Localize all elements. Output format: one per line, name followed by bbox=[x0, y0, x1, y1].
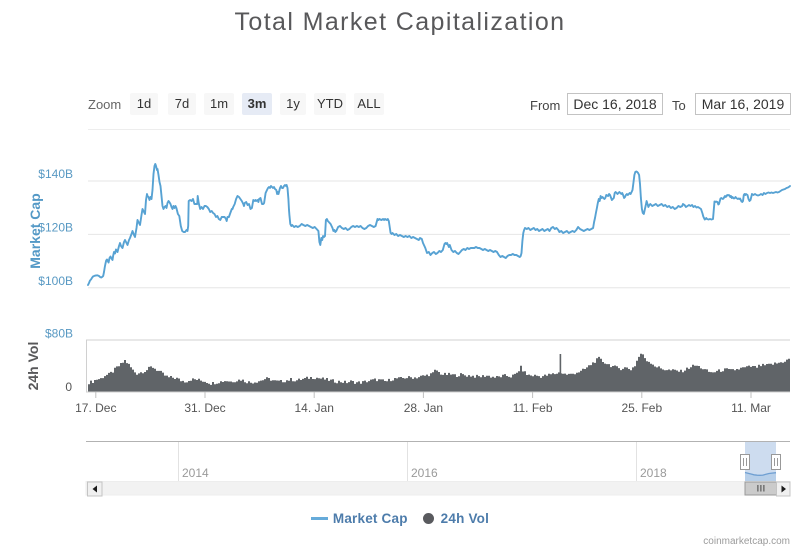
svg-text:17. Dec: 17. Dec bbox=[75, 401, 116, 415]
svg-text:11. Mar: 11. Mar bbox=[731, 401, 771, 415]
svg-text:2018: 2018 bbox=[640, 466, 667, 480]
svg-text:24h Vol: 24h Vol bbox=[25, 342, 41, 391]
svg-text:$80B: $80B bbox=[45, 326, 73, 340]
svg-text:28. Jan: 28. Jan bbox=[404, 401, 443, 415]
svg-text:2016: 2016 bbox=[411, 466, 438, 480]
svg-text:$100B: $100B bbox=[38, 274, 73, 288]
svg-text:14. Jan: 14. Jan bbox=[295, 401, 334, 415]
svg-text:$140B: $140B bbox=[38, 167, 73, 181]
svg-text:Market Cap: Market Cap bbox=[27, 193, 43, 268]
svg-text:$120B: $120B bbox=[38, 220, 73, 234]
svg-text:31. Dec: 31. Dec bbox=[184, 401, 225, 415]
svg-text:11. Feb: 11. Feb bbox=[513, 401, 553, 415]
svg-text:0: 0 bbox=[65, 380, 72, 394]
svg-text:2014: 2014 bbox=[182, 466, 209, 480]
svg-text:25. Feb: 25. Feb bbox=[621, 401, 662, 415]
